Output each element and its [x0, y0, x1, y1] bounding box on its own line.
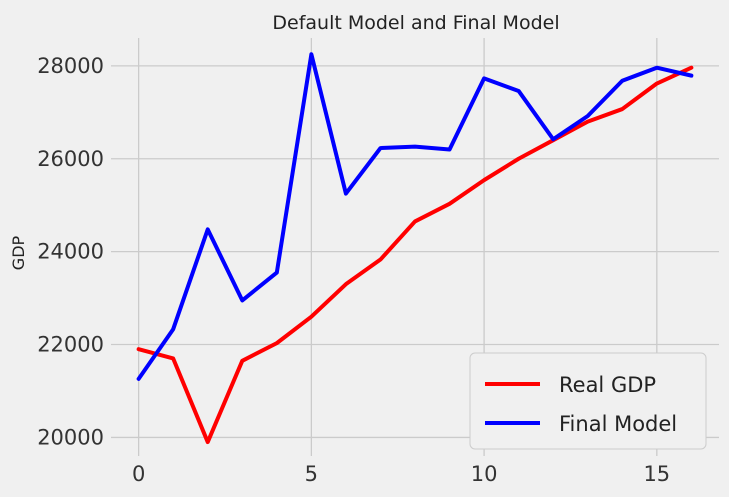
legend: Real GDP Final Model — [469, 352, 707, 450]
legend-label-final-model: Final Model — [559, 412, 677, 436]
y-tick-label: 20000 — [37, 425, 104, 449]
y-tick-label: 28000 — [37, 54, 104, 78]
y-tick-label: 22000 — [37, 333, 104, 357]
y-gridlines — [111, 65, 719, 439]
chart-title: Default Model and Final Model — [272, 12, 559, 34]
x-tick-label: 5 — [305, 462, 318, 486]
y-tick-labels: 20000 22000 24000 26000 28000 — [37, 54, 104, 450]
series-lines — [136, 52, 694, 445]
x-tick-label: 15 — [643, 462, 670, 486]
x-tick-label: 0 — [132, 462, 145, 486]
y-tick-label: 26000 — [37, 147, 104, 171]
y-tick-label: 24000 — [37, 240, 104, 264]
x-tick-label: 10 — [471, 462, 498, 486]
series-line-final-model — [136, 52, 694, 381]
series-line-real-gdp — [136, 65, 694, 445]
y-axis-label: GDP — [9, 235, 28, 270]
legend-label-real-gdp: Real GDP — [559, 373, 656, 397]
x-tick-labels: 0 5 10 15 — [132, 462, 670, 486]
